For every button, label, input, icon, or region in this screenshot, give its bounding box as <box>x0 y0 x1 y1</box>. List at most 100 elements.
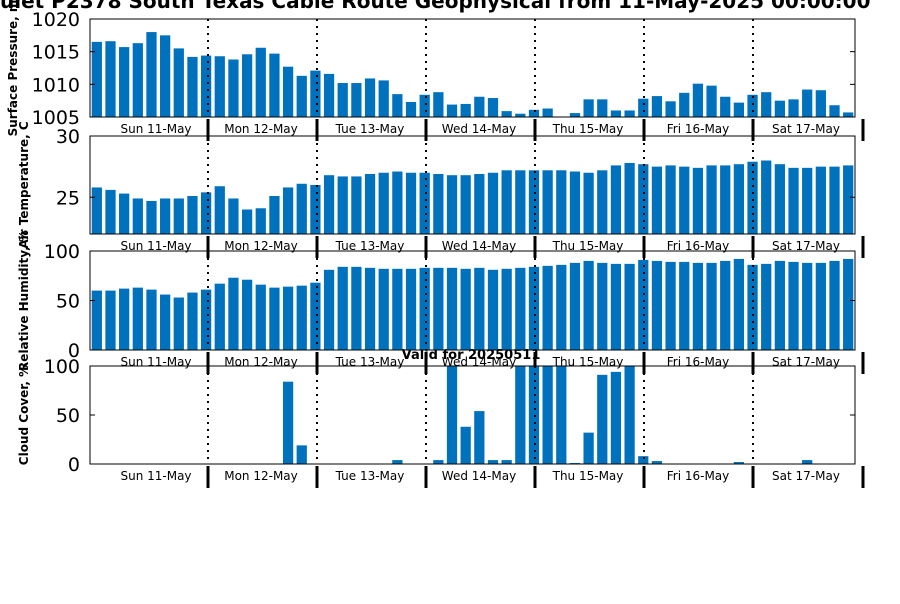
bar <box>651 260 663 350</box>
bar <box>460 103 471 117</box>
day-label: Mon 12-May <box>224 122 298 136</box>
bar <box>802 262 813 350</box>
y-tick-label: 50 <box>56 291 80 313</box>
bar <box>446 366 458 464</box>
bar <box>228 198 239 234</box>
bar <box>679 92 690 117</box>
y-tick-label: 1005 <box>32 107 80 129</box>
bar <box>378 268 389 350</box>
bar <box>843 258 854 350</box>
bar <box>733 258 745 350</box>
bar <box>501 111 512 117</box>
bar <box>487 269 499 350</box>
bar <box>187 292 198 350</box>
bar <box>146 200 157 234</box>
bar <box>160 294 171 350</box>
bar <box>679 261 690 350</box>
y-axis-label: Relative Humidity, % <box>17 230 31 371</box>
y-tick-label: 1010 <box>32 74 80 96</box>
bar <box>515 170 526 234</box>
bar <box>638 456 649 464</box>
day-label: Fri 16-May <box>667 239 730 253</box>
bar <box>160 198 171 234</box>
bar <box>665 261 676 350</box>
bar <box>597 262 608 350</box>
plot-frame <box>89 135 856 235</box>
bar <box>583 260 594 350</box>
day-label: Sun 11-May <box>120 122 191 136</box>
bar <box>200 55 212 117</box>
y-tick-label: 50 <box>56 405 80 427</box>
bar <box>269 287 280 350</box>
bar <box>542 108 553 117</box>
bar <box>651 96 663 117</box>
bar <box>119 193 130 234</box>
bar <box>392 460 403 464</box>
bar <box>802 460 813 464</box>
bar <box>91 187 102 234</box>
bar <box>269 196 280 234</box>
bar <box>528 266 540 350</box>
bar <box>460 426 471 464</box>
day-label: Fri 16-May <box>667 355 730 369</box>
bar <box>200 192 212 234</box>
bar <box>761 263 772 350</box>
chart-panel-4: 0 50 100 Sun 11-May Mon 12-May Tue 13-May Wed … <box>17 356 865 488</box>
bar <box>282 286 294 350</box>
bar <box>569 113 581 117</box>
bar <box>474 96 485 117</box>
day-label: Fri 16-May <box>667 122 730 136</box>
bar <box>460 268 471 350</box>
bar <box>542 265 553 350</box>
bar <box>364 173 376 234</box>
bar <box>378 80 389 117</box>
bar <box>747 94 758 117</box>
day-label: Tue 13-May <box>335 469 405 483</box>
bar <box>651 461 663 464</box>
bar <box>282 187 294 234</box>
bar <box>378 172 389 234</box>
bar <box>597 99 608 117</box>
bar <box>310 70 321 117</box>
bar <box>583 432 594 464</box>
bar <box>720 96 731 117</box>
bar <box>200 289 212 350</box>
bar <box>692 262 704 350</box>
chart-panel-2: 25 30 Sun 11-May Mon 12-May Tue 13-May Wed 14… <box>17 121 865 258</box>
day-label: Sat 17-May <box>772 355 840 369</box>
bar <box>119 288 130 350</box>
bar <box>501 268 512 350</box>
bar <box>665 165 676 234</box>
day-label: Mon 12-May <box>224 469 298 483</box>
bar <box>474 173 485 234</box>
bar <box>296 445 307 464</box>
y-tick-label: 1015 <box>32 42 80 64</box>
bar <box>173 198 184 234</box>
bar <box>282 66 294 117</box>
plot-frame <box>89 18 856 118</box>
bar <box>310 282 321 350</box>
chart-panel-1: 1005 1010 1015 1020 Sun 11-May Mon 12-May Tue … <box>6 0 865 141</box>
bar <box>542 366 553 464</box>
day-label: Mon 12-May <box>224 355 298 369</box>
bar <box>351 176 362 234</box>
day-label: Wed 14-May <box>442 469 516 483</box>
bar <box>241 279 253 350</box>
bar <box>829 260 840 350</box>
bar <box>597 170 608 234</box>
bar <box>228 59 239 117</box>
bar <box>105 41 116 117</box>
bar <box>146 289 157 350</box>
bar <box>802 89 813 117</box>
bar <box>351 266 362 350</box>
bar <box>665 101 676 117</box>
bar <box>132 198 143 234</box>
bar <box>597 374 608 464</box>
bar <box>610 371 622 464</box>
day-label: Sun 11-May <box>120 355 191 369</box>
bar <box>624 110 635 117</box>
bar <box>419 94 430 117</box>
bar <box>105 290 116 350</box>
bar <box>323 269 335 350</box>
bar <box>556 264 567 350</box>
